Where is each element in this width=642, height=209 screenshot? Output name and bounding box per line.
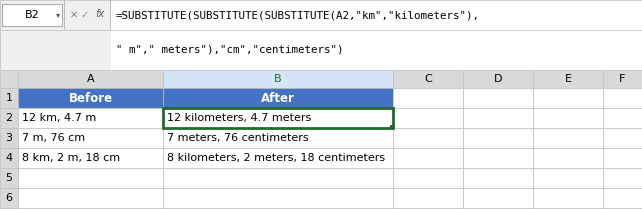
Bar [163, 88, 393, 108]
Text: 8 km, 2 m, 18 cm: 8 km, 2 m, 18 cm [22, 153, 120, 163]
Bar [0, 208, 18, 209]
Bar [0, 88, 18, 108]
Bar [0, 148, 18, 168]
Bar [393, 208, 463, 209]
Bar [603, 128, 642, 148]
Bar [0, 168, 18, 188]
Text: 7 meters, 76 centimeters: 7 meters, 76 centimeters [167, 133, 309, 143]
Bar [163, 128, 393, 148]
Text: 3: 3 [6, 133, 12, 143]
Bar [603, 208, 642, 209]
Text: 4: 4 [5, 153, 13, 163]
Bar [163, 188, 393, 208]
Bar [603, 70, 642, 88]
Bar [463, 70, 533, 88]
Text: ✕: ✕ [70, 10, 78, 20]
Bar [18, 188, 163, 208]
Bar [18, 128, 163, 148]
Text: E: E [564, 74, 571, 84]
Bar [163, 168, 393, 188]
Bar [163, 208, 393, 209]
Bar [463, 88, 533, 108]
Text: 5: 5 [6, 173, 12, 183]
Text: B2: B2 [24, 10, 39, 20]
Bar [463, 188, 533, 208]
Bar [533, 70, 603, 88]
Bar [163, 108, 393, 128]
Bar [0, 108, 18, 128]
Bar [18, 88, 163, 108]
Bar [603, 168, 642, 188]
Text: 12 km, 4.7 m: 12 km, 4.7 m [22, 113, 96, 123]
Text: A: A [87, 74, 94, 84]
Bar [393, 108, 463, 128]
Bar [393, 148, 463, 168]
Bar [0, 30, 111, 70]
Bar [18, 108, 163, 128]
Text: 8 kilometers, 2 meters, 18 centimeters: 8 kilometers, 2 meters, 18 centimeters [167, 153, 385, 163]
Text: 1: 1 [6, 93, 12, 103]
Bar [533, 188, 603, 208]
Bar [2, 4, 62, 26]
Bar [463, 208, 533, 209]
Bar [64, 0, 65, 30]
Bar [393, 70, 463, 88]
Bar [110, 0, 111, 30]
Bar [533, 148, 603, 168]
Bar [0, 70, 18, 88]
Bar [533, 108, 603, 128]
Bar [393, 188, 463, 208]
Text: 7 m, 76 cm: 7 m, 76 cm [22, 133, 85, 143]
Bar [163, 70, 393, 88]
Bar [603, 88, 642, 108]
Bar [463, 128, 533, 148]
Text: D: D [494, 74, 502, 84]
Bar [393, 88, 463, 108]
Text: Before: Before [69, 92, 112, 104]
Text: fx: fx [96, 9, 105, 19]
Text: C: C [424, 74, 432, 84]
Bar [533, 168, 603, 188]
Bar [533, 88, 603, 108]
Bar [603, 188, 642, 208]
Bar [163, 108, 393, 128]
Bar [163, 148, 393, 168]
Text: =SUBSTITUTE(SUBSTITUTE(SUBSTITUTE(A2,"km","kilometers"),: =SUBSTITUTE(SUBSTITUTE(SUBSTITUTE(A2,"km… [116, 10, 480, 20]
Bar [463, 168, 533, 188]
Text: B: B [274, 74, 282, 84]
Text: After: After [261, 92, 295, 104]
Bar [18, 148, 163, 168]
Bar [390, 125, 394, 129]
Bar [111, 0, 642, 30]
Bar [463, 108, 533, 128]
Bar [603, 108, 642, 128]
Bar [18, 70, 163, 88]
Text: ▾: ▾ [56, 10, 60, 19]
Bar [18, 208, 163, 209]
Text: 2: 2 [5, 113, 13, 123]
Text: ✓: ✓ [81, 10, 89, 20]
Bar [111, 30, 642, 70]
Bar [533, 208, 603, 209]
Bar [18, 168, 163, 188]
Bar [603, 148, 642, 168]
Bar [393, 168, 463, 188]
Text: 6: 6 [6, 193, 12, 203]
Bar [0, 128, 18, 148]
Text: " m"," meters"),"cm","centimeters"): " m"," meters"),"cm","centimeters") [116, 45, 343, 55]
Text: F: F [620, 74, 626, 84]
Bar [533, 128, 603, 148]
Bar [393, 128, 463, 148]
Text: 12 kilometers, 4.7 meters: 12 kilometers, 4.7 meters [167, 113, 311, 123]
Bar [0, 188, 18, 208]
Bar [463, 148, 533, 168]
